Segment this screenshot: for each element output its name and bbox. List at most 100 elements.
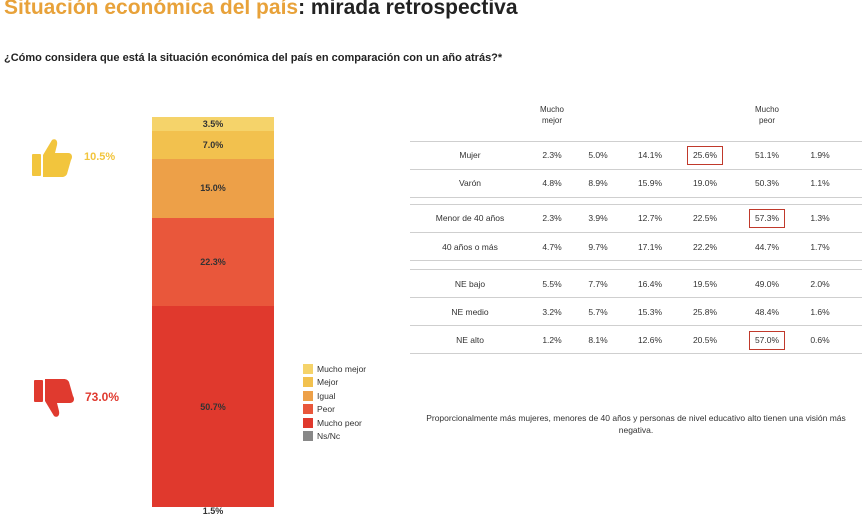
table-cell: 5.5% bbox=[542, 279, 562, 289]
legend-label: Mejor bbox=[317, 377, 339, 388]
chart-legend: Mucho mejor Mejor Igual Peor Mucho peor Ns/Nc bbox=[303, 362, 366, 443]
page-title: Situación económica del país: mirada ret… bbox=[4, 0, 518, 20]
table-cell: 1.6% bbox=[810, 307, 830, 317]
table-divider bbox=[410, 353, 862, 354]
bar-segment-mejor: 7.0% bbox=[152, 130, 274, 159]
column-header: Mucho mejor bbox=[539, 105, 564, 125]
table-cell: 44.7% bbox=[754, 242, 780, 252]
title-part1: Situación económica del país bbox=[4, 0, 299, 19]
legend-label: Mucho peor bbox=[317, 417, 362, 428]
legend-item: Mucho peor bbox=[303, 416, 366, 430]
table-cell: 2.3% bbox=[542, 213, 562, 223]
table-cell: 1.1% bbox=[810, 178, 830, 188]
table-cell: 15.3% bbox=[637, 307, 663, 317]
table-cell: 5.0% bbox=[588, 150, 608, 160]
legend-label: Igual bbox=[317, 390, 336, 401]
bar-segment-peor: 22.3% bbox=[152, 217, 274, 307]
table-cell: 50.3% bbox=[754, 178, 780, 188]
stacked-bar-chart: 3.5% 7.0% 15.0% 22.3% 50.7% 1.5% bbox=[152, 117, 274, 516]
summary-note: Proporcionalmente más mujeres, menores d… bbox=[426, 413, 846, 435]
table-divider bbox=[410, 197, 862, 198]
table-cell: 3.9% bbox=[588, 213, 608, 223]
positive-percentage: 10.5% bbox=[84, 151, 116, 163]
table-cell: 20.5% bbox=[692, 335, 718, 345]
table-cell: 15.9% bbox=[637, 178, 663, 188]
legend-label: Mucho mejor bbox=[317, 363, 367, 374]
table-cell: 19.5% bbox=[692, 279, 718, 289]
table-cell: 22.2% bbox=[692, 242, 718, 252]
thumbs-down-icon bbox=[34, 379, 74, 417]
bar-segment-label: 3.5% bbox=[202, 118, 224, 129]
legend-swatch bbox=[303, 363, 313, 374]
row-label: Varón bbox=[458, 178, 482, 188]
table-cell: 1.3% bbox=[810, 213, 830, 223]
table-cell: 57.3% bbox=[748, 208, 786, 229]
table-cell: 51.1% bbox=[754, 150, 780, 160]
table-row: NE medio 3.2% 5.7% 15.3% 25.8% 48.4% 1.6% bbox=[410, 299, 862, 326]
table-cell: 4.8% bbox=[542, 178, 562, 188]
table-cell: 57.0% bbox=[748, 330, 786, 351]
table-cell: 5.7% bbox=[588, 307, 608, 317]
bar-segment-igual: 15.0% bbox=[152, 158, 274, 218]
row-label: NE alto bbox=[456, 335, 484, 345]
bar-segment-label: 7.0% bbox=[202, 139, 224, 150]
bar-segment-label: 50.7% bbox=[200, 401, 226, 412]
question-text: ¿Cómo considera que está la situación ec… bbox=[4, 52, 503, 64]
column-header: Mucho peor bbox=[754, 105, 779, 125]
row-label: 40 años o más bbox=[442, 242, 498, 252]
title-part2: : mirada retrospectiva bbox=[298, 0, 518, 19]
bar-segment-mucho-peor: 50.7% bbox=[152, 306, 274, 508]
table-cell: 1.7% bbox=[810, 242, 830, 252]
legend-item: Mejor bbox=[303, 376, 366, 390]
bar-segment-ns-nc: 1.5% bbox=[152, 506, 274, 516]
table-cell: 2.3% bbox=[542, 150, 562, 160]
negative-percentage: 73.0% bbox=[85, 390, 120, 404]
legend-swatch bbox=[303, 417, 313, 428]
table-cell: 25.8% bbox=[692, 307, 718, 317]
table-cell: 12.6% bbox=[637, 335, 663, 345]
table-cell: 9.7% bbox=[588, 242, 608, 252]
bar-segment-label: 1.5% bbox=[202, 506, 224, 516]
table-divider bbox=[410, 260, 862, 261]
legend-item: Mucho mejor bbox=[303, 362, 366, 376]
table-divider bbox=[410, 232, 862, 233]
table-cell: 8.9% bbox=[588, 178, 608, 188]
legend-swatch bbox=[303, 431, 313, 442]
table-cell: 12.7% bbox=[637, 213, 663, 223]
table-divider bbox=[410, 141, 862, 142]
table-row: Varón 4.8% 8.9% 15.9% 19.0% 50.3% 1.1% bbox=[410, 170, 862, 197]
table-row: Menor de 40 años 2.3% 3.9% 12.7% 22.5% 57.3% 1… bbox=[410, 205, 862, 232]
row-label: NE medio bbox=[451, 307, 489, 317]
row-label: Mujer bbox=[459, 150, 481, 160]
legend-label: Peor bbox=[317, 404, 335, 415]
row-label: Menor de 40 años bbox=[435, 213, 505, 223]
legend-swatch bbox=[303, 377, 313, 388]
table-row: 40 años o más 4.7% 9.7% 17.1% 22.2% 44.7% 1.7% bbox=[410, 234, 862, 261]
table-cell: 2.0% bbox=[810, 279, 830, 289]
table-divider bbox=[410, 325, 862, 326]
table-row: Mujer 2.3% 5.0% 14.1% 25.6% 51.1% 1.9% bbox=[410, 142, 862, 169]
table-cell: 17.1% bbox=[637, 242, 663, 252]
table-cell: 22.5% bbox=[692, 213, 718, 223]
table-cell: 14.1% bbox=[637, 150, 663, 160]
row-label: NE bajo bbox=[454, 279, 486, 289]
table-cell: 19.0% bbox=[692, 178, 718, 188]
table-cell: 49.0% bbox=[754, 279, 780, 289]
table-cell: 3.2% bbox=[542, 307, 562, 317]
table-row: NE alto 1.2% 8.1% 12.6% 20.5% 57.0% 0.6% bbox=[410, 327, 862, 354]
legend-label: Ns/Nc bbox=[317, 431, 341, 442]
legend-item: Ns/Nc bbox=[303, 430, 366, 444]
legend-swatch bbox=[303, 390, 313, 401]
legend-swatch bbox=[303, 404, 313, 415]
table-divider bbox=[410, 269, 862, 270]
table-divider bbox=[410, 204, 862, 205]
table-cell: 16.4% bbox=[637, 279, 663, 289]
table-divider bbox=[410, 169, 862, 170]
bar-segment-label: 15.0% bbox=[200, 183, 226, 194]
table-cell: 8.1% bbox=[588, 335, 608, 345]
table-cell: 1.9% bbox=[810, 150, 830, 160]
legend-item: Peor bbox=[303, 403, 366, 417]
table-cell: 1.2% bbox=[542, 335, 562, 345]
table-divider bbox=[410, 297, 862, 298]
table-cell: 4.7% bbox=[542, 242, 562, 252]
